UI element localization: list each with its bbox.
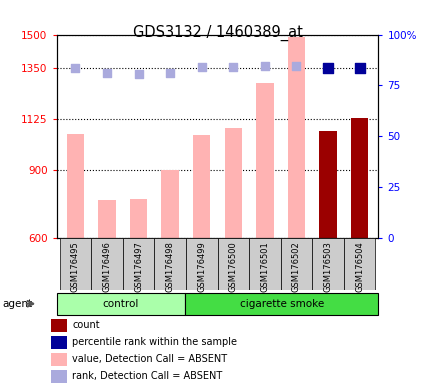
Point: [166, 70, 173, 76]
Bar: [193, 135, 210, 238]
Bar: [319, 131, 336, 238]
Bar: [98, 200, 115, 238]
Point: [135, 71, 142, 77]
Bar: [287, 37, 304, 238]
Text: value, Detection Call = ABSENT: value, Detection Call = ABSENT: [72, 354, 227, 364]
Text: GSM176501: GSM176501: [260, 241, 269, 292]
Bar: [343, 238, 375, 290]
Point: [292, 63, 299, 69]
Text: count: count: [72, 320, 100, 330]
Text: GSM176503: GSM176503: [323, 241, 332, 292]
Bar: [67, 134, 84, 238]
Point: [103, 70, 110, 76]
Bar: [51, 353, 67, 366]
Bar: [249, 238, 280, 290]
Bar: [217, 238, 249, 290]
Bar: [56, 293, 185, 315]
Bar: [161, 170, 178, 238]
Point: [198, 64, 205, 70]
Point: [324, 65, 331, 71]
Text: control: control: [102, 299, 139, 309]
Text: GSM176498: GSM176498: [165, 241, 174, 292]
Bar: [185, 293, 378, 315]
Text: rank, Detection Call = ABSENT: rank, Detection Call = ABSENT: [72, 371, 222, 381]
Text: GSM176500: GSM176500: [228, 241, 237, 292]
Text: cigarette smoke: cigarette smoke: [239, 299, 323, 309]
Bar: [122, 238, 154, 290]
Bar: [350, 118, 367, 238]
Bar: [280, 238, 312, 290]
Bar: [51, 319, 67, 332]
Text: GSM176497: GSM176497: [134, 241, 143, 292]
Point: [355, 65, 362, 71]
Bar: [256, 83, 273, 238]
Text: percentile rank within the sample: percentile rank within the sample: [72, 337, 237, 347]
Text: GSM176502: GSM176502: [291, 241, 300, 292]
Text: GSM176504: GSM176504: [354, 241, 363, 292]
Bar: [59, 238, 91, 290]
Text: GSM176499: GSM176499: [197, 241, 206, 292]
Text: GDS3132 / 1460389_at: GDS3132 / 1460389_at: [132, 25, 302, 41]
Text: GSM176496: GSM176496: [102, 241, 111, 292]
Bar: [224, 128, 241, 238]
Point: [72, 65, 79, 71]
Bar: [185, 238, 217, 290]
Bar: [154, 238, 185, 290]
Bar: [91, 238, 122, 290]
Bar: [312, 238, 343, 290]
Bar: [130, 199, 147, 238]
Point: [261, 63, 268, 69]
Point: [229, 64, 236, 70]
Bar: [51, 370, 67, 383]
Text: GSM176495: GSM176495: [71, 241, 80, 292]
Text: agent: agent: [2, 299, 32, 309]
Bar: [51, 336, 67, 349]
